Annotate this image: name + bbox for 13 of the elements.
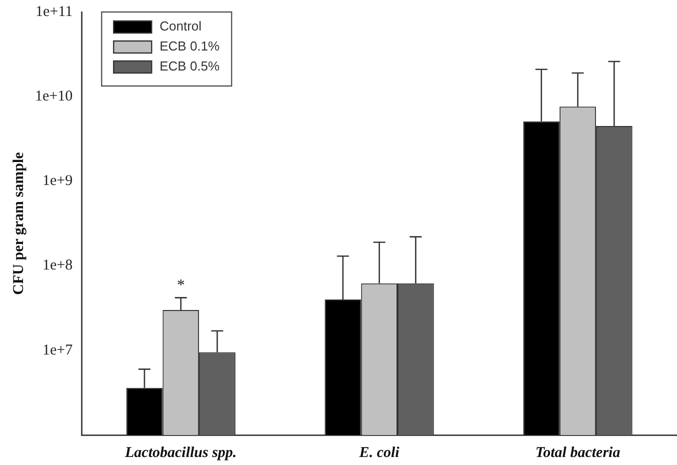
y-axis-title: CFU per gram sample [10, 152, 27, 295]
annotation: * [176, 276, 185, 294]
y-tick-label: 1e+10 [34, 88, 73, 105]
legend-label: ECB 0.5% [160, 58, 220, 74]
y-tick-label: 1e+7 [42, 342, 74, 358]
y-tick-label: 1e+11 [36, 4, 73, 20]
legend-label: ECB 0.1% [160, 38, 220, 54]
x-tick-label: E. coli [358, 444, 400, 461]
legend-label: Control [160, 18, 202, 34]
y-tick-label: 1e+9 [42, 173, 73, 190]
x-tick-label: Total bacteria [535, 444, 621, 461]
x-tick-label: Lactobacillus spp. [124, 444, 237, 461]
y-tick-label: 1e+8 [42, 258, 73, 274]
